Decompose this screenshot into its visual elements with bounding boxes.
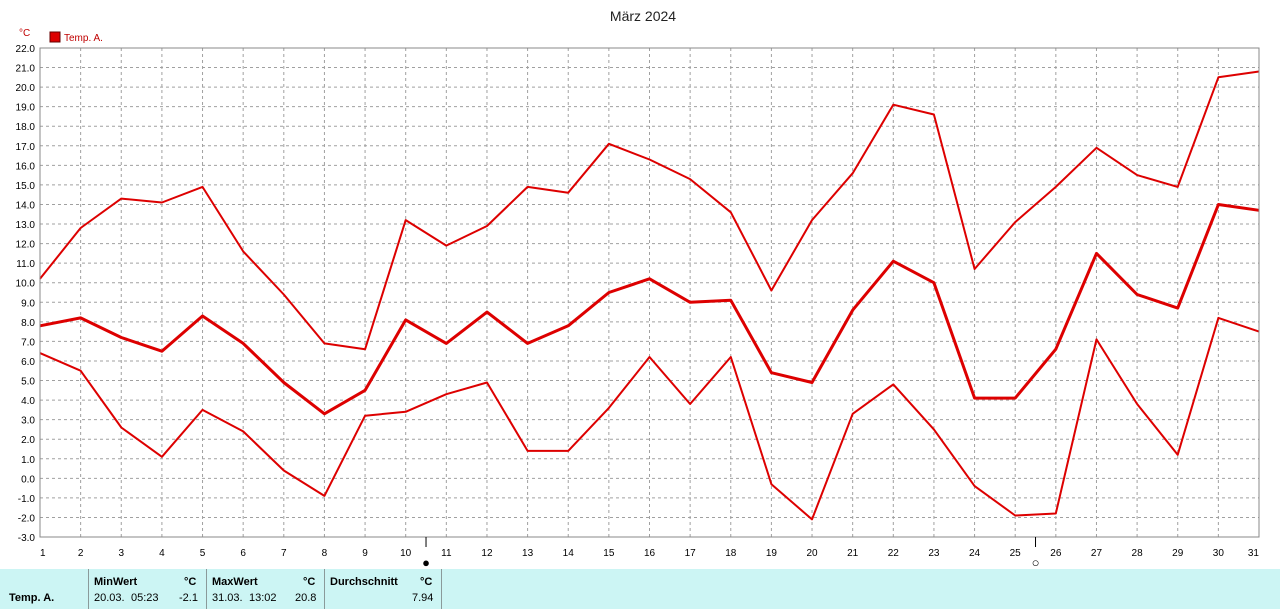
y-tick-label: 14.0	[16, 200, 36, 211]
max-unit: °C	[303, 576, 316, 588]
avg-unit: °C	[420, 576, 433, 588]
x-tick-label: 9	[362, 548, 368, 559]
y-tick-label: -3.0	[18, 533, 36, 544]
x-tick-label: 18	[725, 548, 737, 559]
x-tick-label: 26	[1050, 548, 1062, 559]
x-axis-ticks: 1 2 3 4 5 6 7 8 9 10 11 12 13 14 15 16 17 18 19 20 21 22 23 24 2…	[40, 548, 1259, 559]
x-tick-label: 24	[969, 548, 981, 559]
min-cell: MinWert °C 20.03. 05:23 -2.1	[88, 569, 206, 609]
min-header: MinWert	[94, 576, 138, 588]
x-tick-label: 28	[1132, 548, 1144, 559]
x-tick-label: 14	[563, 548, 575, 559]
x-tick-label: 4	[159, 548, 165, 559]
y-tick-label: 6.0	[21, 357, 35, 368]
x-tick-label: 15	[603, 548, 615, 559]
y-tick-label: 18.0	[16, 122, 36, 133]
y-tick-label: 10.0	[16, 279, 36, 290]
divider	[88, 569, 89, 609]
divider	[324, 569, 325, 609]
y-tick-label: 17.0	[16, 142, 36, 153]
max-cell: MaxWert °C 31.03. 13:02 20.8	[206, 569, 324, 609]
x-tick-label: 10	[400, 548, 412, 559]
x-tick-label: 30	[1213, 548, 1225, 559]
moon-phase-symbol: ●	[422, 555, 430, 568]
x-tick-label: 17	[685, 548, 697, 559]
avg-value: 7.94	[412, 592, 434, 604]
avg-header: Durchschnitt	[330, 576, 398, 588]
y-tick-label: 22.0	[16, 44, 36, 55]
y-axis-unit: °C	[19, 28, 30, 39]
min-date: 20.03.	[94, 592, 125, 604]
series-lines	[39, 70, 1260, 521]
y-tick-label: 16.0	[16, 161, 36, 172]
y-axis-ticks: -3.0 -2.0 -1.0 0.0 1.0 2.0 3.0 4.0 5.0 6.0 7.0 8.0 9…	[16, 44, 36, 544]
max-date: 31.03.	[212, 592, 243, 604]
x-tick-label: 1	[40, 548, 46, 559]
x-tick-label: 20	[806, 548, 818, 559]
x-tick-label: 29	[1172, 548, 1184, 559]
series-line-min	[39, 316, 1260, 521]
moon-phase-symbol: ○	[1032, 555, 1040, 568]
x-tick-label: 23	[928, 548, 940, 559]
y-tick-label: -2.0	[18, 513, 36, 524]
x-tick-label: 27	[1091, 548, 1103, 559]
temperature-chart: März 2024 °C Temp. A. -3.0 -2.0 -1.0 0.0 1.0…	[16, 8, 1260, 568]
stats-row-label: Temp. A.	[9, 592, 55, 604]
legend-label: Temp. A.	[64, 33, 103, 44]
x-tick-label: 16	[644, 548, 656, 559]
min-time: 05:23	[131, 592, 159, 604]
y-tick-label: 15.0	[16, 181, 36, 192]
y-tick-label: 7.0	[21, 337, 35, 348]
x-tick-label: 11	[441, 548, 452, 559]
x-tick-label: 7	[281, 548, 287, 559]
legend-swatch	[49, 31, 61, 43]
y-tick-label: 13.0	[16, 220, 36, 231]
y-tick-label: 21.0	[16, 64, 36, 75]
y-tick-label: 3.0	[21, 416, 35, 427]
series-line-max	[39, 70, 1260, 351]
y-tick-label: 0.0	[21, 474, 35, 485]
x-tick-label: 12	[481, 548, 493, 559]
max-header: MaxWert	[212, 576, 258, 588]
y-tick-label: 4.0	[21, 396, 35, 407]
y-tick-label: 9.0	[21, 298, 35, 309]
series-line-mean	[39, 203, 1260, 416]
y-tick-label: 1.0	[21, 455, 35, 466]
y-tick-label: 2.0	[21, 435, 35, 446]
plot-frame	[39, 47, 1260, 538]
x-tick-label: 31	[1248, 548, 1260, 559]
divider	[206, 569, 207, 609]
x-tick-label: 25	[1010, 548, 1022, 559]
x-tick-label: 13	[522, 548, 534, 559]
x-tick-label: 19	[766, 548, 778, 559]
stats-row-label-cell: Temp. A.	[0, 569, 88, 609]
y-tick-label: 19.0	[16, 103, 36, 114]
x-tick-label: 6	[240, 548, 246, 559]
min-unit: °C	[184, 576, 197, 588]
y-tick-label: 11.0	[16, 259, 35, 270]
y-tick-label: 5.0	[21, 377, 35, 388]
x-tick-label: 21	[847, 548, 859, 559]
x-tick-label: 5	[200, 548, 206, 559]
y-tick-label: 20.0	[16, 83, 36, 94]
min-value: -2.1	[179, 592, 198, 604]
divider	[441, 569, 442, 609]
x-tick-label: 2	[78, 548, 84, 559]
chart-title: März 2024	[610, 8, 676, 24]
y-tick-label: -1.0	[18, 494, 36, 505]
max-value: 20.8	[295, 592, 317, 604]
statistics-panel: Temp. A. MinWert °C 20.03. 05:23 -2.1 Ma…	[0, 569, 1280, 609]
max-time: 13:02	[249, 592, 277, 604]
grid	[39, 47, 1260, 538]
x-tick-label: 3	[118, 548, 124, 559]
y-tick-label: 8.0	[21, 318, 35, 329]
moon-phase-markers: ● ○	[422, 537, 1039, 568]
avg-cell: Durchschnitt °C 7.94	[324, 569, 441, 609]
y-tick-label: 12.0	[16, 240, 36, 251]
x-tick-label: 8	[322, 548, 328, 559]
x-tick-label: 22	[888, 548, 900, 559]
